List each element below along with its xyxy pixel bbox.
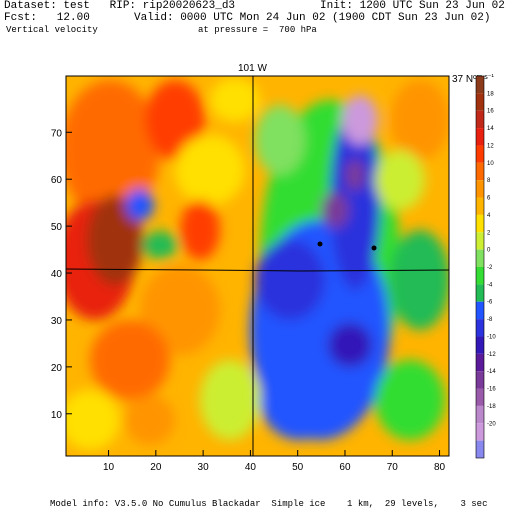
parallel-line	[66, 268, 449, 272]
colorbar-level-label: -14	[487, 369, 496, 375]
colorbar-swatch	[476, 423, 484, 441]
colorbar: 18 16 14 12 10 8 6 4 2 0 -2 -4 -6 -8 -10 -12 -14 -16 -18 -2…	[475, 75, 496, 459]
colorbar-level-label: -10	[487, 334, 496, 340]
colorbar-level-label: -4	[487, 282, 493, 288]
x-tick-label: 80	[434, 462, 446, 473]
colorbar-swatch	[476, 76, 484, 94]
colorbar-level-label: 4	[487, 213, 491, 219]
colorbar-swatch	[476, 336, 484, 354]
colorbar-swatch	[476, 249, 484, 267]
x-tick-label: 50	[292, 462, 304, 473]
plot-frame	[65, 75, 450, 457]
colorbar-swatch	[476, 93, 484, 111]
meridian-label: 101 W	[238, 63, 267, 74]
x-tick-label: 30	[198, 462, 210, 473]
colorbar-level-label: 6	[487, 196, 491, 202]
colorbar-level-label: 8	[487, 178, 491, 184]
field-name-label: Vertical velocity	[6, 25, 98, 35]
colorbar-level-label: 12	[487, 143, 494, 149]
y-tick-label: 60	[51, 175, 63, 186]
colorbar-swatch	[476, 301, 484, 320]
colorbar-swatch	[476, 232, 484, 250]
colorbar-level-label: -16	[487, 387, 496, 393]
colorbar-swatch	[476, 284, 484, 302]
y-tick-label: 70	[51, 128, 63, 139]
colorbar-level-label: -12	[487, 352, 496, 358]
colorbar-level-label: 14	[487, 126, 494, 132]
colorbar-swatch	[476, 319, 484, 337]
colorbar-swatch	[476, 405, 484, 424]
x-tick-label: 40	[245, 462, 257, 473]
x-axis: 10 20 30 40 50 60 70 80	[103, 450, 446, 473]
colorbar-swatch	[476, 388, 484, 406]
y-tick-label: 10	[51, 410, 63, 421]
x-tick-label: 20	[150, 462, 162, 473]
colorbar-level-label: -8	[487, 317, 493, 323]
x-tick-label: 60	[339, 462, 351, 473]
colorbar-level-label: 10	[487, 161, 494, 167]
station-marker	[317, 241, 323, 247]
valid-time-label: Valid: 0000 UTC Mon 24 Jun 02 (1900 CDT …	[134, 12, 491, 24]
station-marker	[371, 245, 377, 251]
y-tick-label: 20	[51, 363, 63, 374]
x-tick-label: 10	[103, 462, 115, 473]
colorbar-swatch	[476, 110, 484, 129]
pressure-level-label: at pressure = 700 hPa	[198, 25, 317, 35]
y-axis: 10 20 30 40 50 60 70	[51, 128, 72, 421]
colorbar-frame	[475, 75, 485, 459]
y-tick-label: 40	[51, 269, 63, 280]
colorbar-level-label: 0	[487, 248, 491, 254]
colorbar-level-label: -18	[487, 404, 496, 410]
colorbar-swatch	[476, 145, 484, 163]
model-info-footer: Model info: V3.5.0 No Cumulus Blackadar …	[50, 499, 488, 509]
colorbar-swatch	[476, 214, 484, 233]
colorbar-level-label: 18	[487, 91, 494, 97]
colorbar-swatch	[476, 267, 484, 285]
velocity-field	[66, 76, 449, 456]
y-tick-label: 30	[51, 316, 63, 327]
colorbar-swatch	[476, 128, 484, 146]
forecast-hour-label: Fcst: 12.00	[4, 12, 90, 24]
colorbar-swatch	[476, 180, 484, 198]
dataset-label: Dataset: test RIP: rip20020623_d3	[4, 0, 236, 12]
colorbar-swatch	[476, 197, 484, 215]
colorbar-level-label: -2	[487, 265, 493, 271]
colorbar-level-label: -20	[487, 421, 496, 427]
colorbar-level-label: 2	[487, 230, 491, 236]
colorbar-swatch	[476, 371, 484, 389]
parallel-label: 37 N	[452, 74, 473, 85]
x-tick-label: 70	[387, 462, 399, 473]
init-time-label: Init: 1200 UTC Sun 23 Jun 02	[320, 0, 505, 12]
colorbar-swatch	[476, 353, 484, 372]
colorbar-swatch	[476, 440, 484, 458]
y-tick-label: 50	[51, 222, 63, 233]
colorbar-swatch	[476, 162, 484, 181]
colorbar-level-label: 16	[487, 109, 494, 115]
colorbar-level-label: -6	[487, 300, 493, 306]
